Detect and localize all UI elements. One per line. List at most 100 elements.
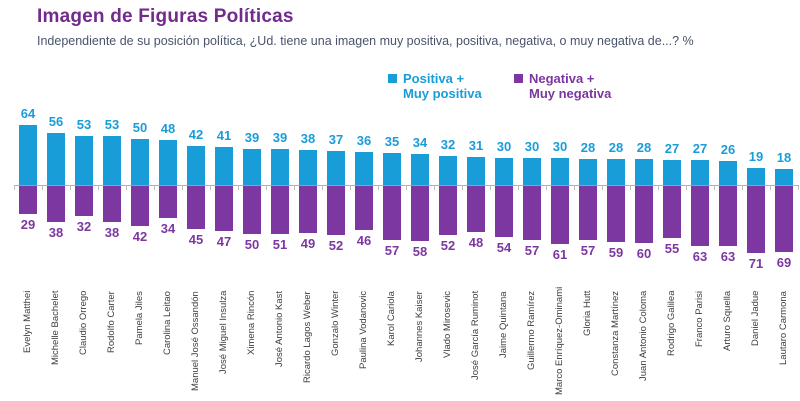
negative-value-label: 63 [720, 248, 736, 264]
axis-tick [658, 186, 659, 190]
positive-bar [635, 159, 653, 186]
positive-value-label: 19 [748, 148, 764, 164]
negative-bar [187, 186, 205, 229]
negative-bar [523, 186, 541, 241]
negative-value-label: 57 [580, 243, 596, 259]
positive-value-label: 38 [300, 130, 316, 146]
negative-value-label: 58 [412, 244, 428, 260]
positive-bar [579, 159, 597, 186]
category-label: Marco Enríquez-Ominami [554, 286, 565, 395]
negative-bar [243, 186, 261, 234]
negative-value-label: 61 [552, 246, 568, 262]
category-label: Rodolfo Carter [106, 291, 117, 353]
positive-bar [775, 168, 793, 186]
category-label: Jaime Quintana [498, 291, 509, 358]
negative-value-label: 32 [76, 219, 92, 235]
axis-tick [406, 186, 407, 190]
negative-bar [19, 186, 37, 214]
category-label: Juan Antonio Coloma [638, 291, 649, 382]
negative-value-label: 47 [216, 233, 232, 249]
negative-value-label: 38 [104, 225, 120, 241]
positive-value-label: 53 [76, 116, 92, 132]
positive-bar [523, 157, 541, 186]
category-label: Arturo Squella [722, 291, 733, 352]
category-label: Karol Cariola [386, 291, 397, 346]
negative-bar [327, 186, 345, 236]
negative-bar [635, 186, 653, 243]
positive-bar [467, 156, 485, 186]
positive-value-label: 35 [384, 133, 400, 149]
category-label: Franco Parisi [694, 291, 705, 347]
category-label: Carolina Leitao [162, 291, 173, 355]
positive-value-label: 48 [160, 121, 176, 137]
positive-bar [747, 167, 765, 186]
axis-tick [770, 186, 771, 190]
positive-bar [131, 138, 149, 186]
axis-tick [126, 186, 127, 190]
axis-tick [630, 186, 631, 190]
negative-bar [159, 186, 177, 219]
category-label: Ricardo Lagos Weber [302, 291, 313, 383]
negative-bar [495, 186, 513, 238]
negative-bar [719, 186, 737, 246]
negative-value-label: 42 [132, 228, 148, 244]
negative-bar [103, 186, 121, 223]
category-label: Evelyn Matthei [22, 291, 33, 354]
legend-negative-line2: Muy negativa [529, 86, 612, 101]
positive-value-label: 41 [216, 128, 232, 144]
positive-bar [691, 160, 709, 186]
positive-value-label: 28 [636, 140, 652, 156]
axis-tick [434, 186, 435, 190]
positive-value-label: 18 [776, 149, 792, 165]
positive-bar [103, 135, 121, 186]
negative-value-label: 55 [664, 241, 680, 257]
positive-bar [75, 135, 93, 186]
positive-value-label: 42 [188, 127, 204, 143]
positive-value-label: 34 [412, 134, 428, 150]
legend-item-positive: Positiva + Muy positiva [388, 71, 482, 101]
category-label: Gloria Hutt [582, 291, 593, 337]
negative-bar [299, 186, 317, 233]
negative-value-label: 69 [776, 254, 792, 270]
positive-bar [663, 160, 681, 186]
positive-value-label: 28 [608, 140, 624, 156]
category-label: Constanza Martínez [610, 291, 621, 377]
negative-value-label: 63 [692, 248, 708, 264]
positive-value-label: 26 [720, 142, 736, 158]
category-label: Gonzalo Winter [330, 291, 341, 357]
negative-value-label: 71 [748, 256, 764, 272]
negative-value-label: 29 [20, 216, 36, 232]
positive-bar [271, 148, 289, 186]
negative-bar [75, 186, 93, 217]
negative-swatch-icon [514, 74, 523, 83]
positive-value-label: 27 [692, 141, 708, 157]
axis-tick [238, 186, 239, 190]
negative-bar [691, 186, 709, 246]
legend-item-negative: Negativa + Muy negativa [514, 71, 611, 101]
negative-value-label: 34 [160, 221, 176, 237]
axis-tick [154, 186, 155, 190]
axis-tick [686, 186, 687, 190]
category-label: Vlado Mirosevic [442, 291, 453, 359]
axis-tick [714, 186, 715, 190]
negative-value-label: 45 [188, 231, 204, 247]
legend-negative-line1: Negativa + [529, 71, 595, 86]
positive-value-label: 28 [580, 140, 596, 156]
positive-value-label: 36 [356, 132, 372, 148]
negative-bar [775, 186, 793, 252]
category-label: Guillermo Ramírez [526, 291, 537, 371]
positive-bar [299, 149, 317, 186]
negative-value-label: 51 [272, 237, 288, 253]
positive-value-label: 37 [328, 131, 344, 147]
axis-tick [378, 186, 379, 190]
positive-value-label: 56 [48, 113, 64, 129]
axis-tick [14, 186, 15, 190]
axis-tick [210, 186, 211, 190]
positive-bar [159, 140, 177, 186]
axis-tick [182, 186, 183, 190]
positive-bar [411, 153, 429, 186]
negative-bar [579, 186, 597, 241]
axis-tick [518, 186, 519, 190]
positive-bar [215, 147, 233, 186]
